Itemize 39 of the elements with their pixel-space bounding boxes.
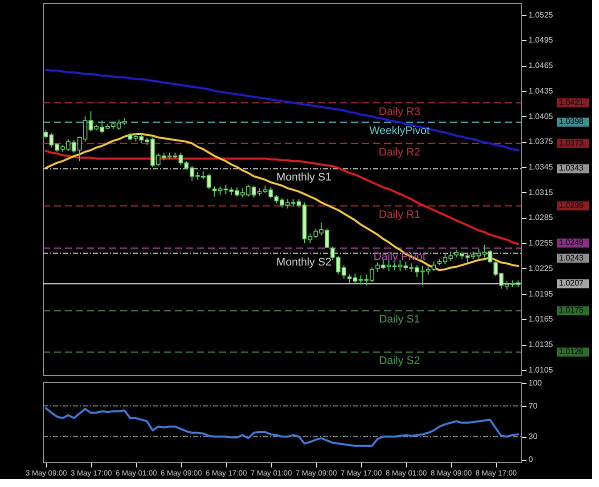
ref-line-label: Daily R3 bbox=[378, 106, 420, 118]
text: 1.0249 bbox=[559, 238, 584, 248]
y-tick-label: 1.0195 bbox=[528, 289, 554, 298]
y-tick-label: 1.0285 bbox=[528, 213, 554, 222]
ref-line-label: Daily R1 bbox=[378, 208, 420, 221]
y-tick-label: 1.0165 bbox=[528, 314, 554, 324]
y-tick-label: 1.0135 bbox=[528, 340, 554, 350]
ref-line-label: Monthly S2 bbox=[276, 256, 332, 268]
y-tick-label: 1.0405 bbox=[528, 112, 554, 121]
y-tick-label: 1.0495 bbox=[528, 36, 554, 45]
text: 1.0243 bbox=[559, 253, 584, 262]
y-tick-label: 0 bbox=[528, 455, 534, 464]
text: 1.0126 bbox=[559, 347, 584, 356]
y-tick-label: 1.0255 bbox=[528, 238, 554, 248]
y-tick-label: 100 bbox=[528, 378, 542, 388]
y-tick-label: 1.0525 bbox=[528, 10, 554, 20]
y-tick-label: 1.0315 bbox=[528, 188, 554, 197]
y-tick-label: 30 bbox=[528, 432, 538, 442]
ref-line-label: Daily S2 bbox=[379, 355, 420, 368]
ref-line-label: WeeklyPivot bbox=[369, 125, 430, 138]
y-tick-label: 1.0105 bbox=[528, 365, 554, 374]
line-series bbox=[44, 407, 520, 447]
y-tick-label: 1.0435 bbox=[528, 86, 554, 96]
line-series bbox=[44, 150, 520, 245]
text: 1.0299 bbox=[559, 200, 584, 210]
text: 1.0343 bbox=[559, 164, 584, 173]
text: 1.0207 bbox=[559, 278, 584, 288]
y-tick-label: 1.0225 bbox=[528, 264, 554, 273]
ref-line-label: Daily R2 bbox=[378, 146, 420, 158]
text: 1.0421 bbox=[559, 98, 584, 107]
text: 1.0398 bbox=[559, 117, 584, 126]
text: 1.0175 bbox=[559, 306, 584, 315]
y-tick-label: 70 bbox=[528, 401, 538, 410]
y-tick-label: 1.0465 bbox=[528, 61, 554, 70]
text: 1.0373 bbox=[559, 138, 584, 148]
y-tick-label: 1.0375 bbox=[528, 137, 554, 146]
ref-line-label: Monthly S1 bbox=[276, 172, 332, 184]
y-tick-label: 1.0345 bbox=[528, 162, 554, 172]
ref-line-label: Daily S1 bbox=[379, 314, 420, 326]
